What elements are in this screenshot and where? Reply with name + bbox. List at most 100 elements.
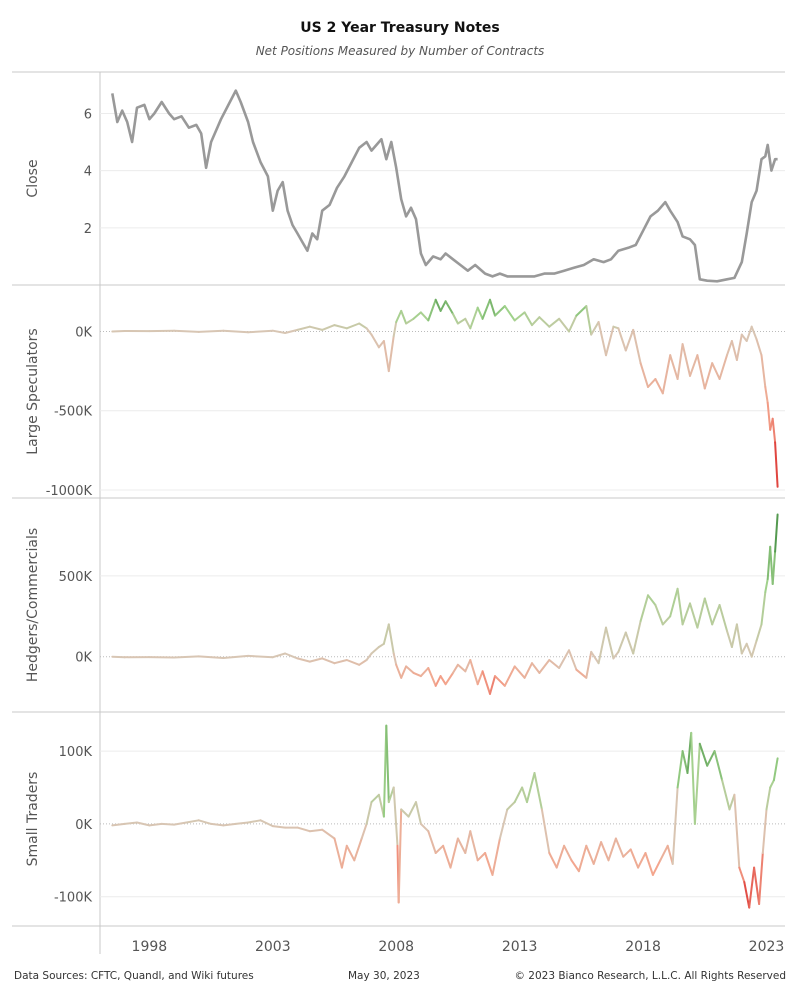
panel-y-label: Hedgers/Commercials	[25, 528, 41, 682]
series-segment	[531, 316, 541, 327]
series-segment	[558, 649, 570, 669]
series-segment	[651, 859, 662, 876]
series-segment	[345, 322, 361, 330]
series-segment	[585, 844, 595, 865]
series-segment	[247, 329, 274, 334]
series-segment	[614, 837, 625, 858]
series-segment	[676, 587, 684, 626]
series-segment	[771, 550, 777, 585]
series-segment	[523, 662, 533, 679]
series-segment	[585, 305, 593, 336]
series-segment	[632, 620, 642, 655]
series-segment	[395, 309, 403, 323]
series-segment	[469, 830, 479, 862]
series-segment	[407, 801, 417, 818]
series-segment	[296, 826, 311, 833]
series-segment	[412, 311, 422, 320]
series-segment	[321, 828, 336, 840]
series-segment	[735, 333, 743, 361]
series-segment	[753, 866, 761, 905]
series-segment	[222, 822, 237, 827]
series-segment	[772, 757, 779, 782]
series-segment	[494, 675, 506, 687]
series-segment	[387, 623, 395, 655]
series-segment	[365, 327, 373, 336]
series-segment	[750, 325, 758, 341]
series-segment	[577, 844, 588, 873]
series-segment	[370, 793, 380, 804]
series-segment	[769, 779, 775, 789]
series-segment	[538, 659, 551, 674]
series-segment	[689, 602, 699, 629]
series-segment	[370, 646, 380, 655]
series-segment	[590, 650, 600, 665]
series-segment	[271, 329, 287, 334]
series-segment	[427, 830, 437, 854]
series-segment	[654, 378, 664, 395]
series-segment	[540, 808, 551, 854]
chart-subtitle: Net Positions Measured by Number of Cont…	[255, 44, 545, 58]
copyright-note: © 2023 Bianco Research, L.L.C. All Right…	[514, 970, 786, 982]
series-segment	[400, 665, 408, 679]
series-segment	[210, 822, 225, 827]
series-segment	[733, 793, 741, 869]
series-segment	[721, 779, 731, 811]
series-segment	[693, 742, 701, 825]
series-segment	[333, 324, 348, 330]
series-segment	[605, 626, 615, 660]
series-segment	[760, 591, 767, 626]
series-segment	[365, 801, 373, 825]
series-segment	[333, 659, 348, 665]
series-segment	[698, 742, 709, 767]
series-segment	[513, 786, 524, 804]
series-segment	[365, 652, 373, 661]
series-segment	[661, 354, 672, 395]
series-segment	[563, 844, 573, 862]
series-segment	[387, 335, 395, 373]
report-date: May 30, 2023	[348, 970, 420, 982]
series-segment	[308, 828, 324, 833]
series-segment	[503, 305, 516, 322]
series-segment	[703, 362, 714, 390]
series-segment	[439, 675, 447, 686]
series-segment	[452, 313, 459, 325]
y-tick-label: 100K	[59, 745, 93, 760]
y-tick-label: 0K	[75, 325, 92, 340]
series-segment	[568, 314, 578, 333]
series-segment	[629, 848, 640, 869]
y-tick-label: 0K	[75, 818, 92, 833]
series-segment	[764, 386, 769, 404]
series-segment	[197, 655, 225, 659]
x-tick-label: 2013	[502, 939, 538, 955]
series-segment	[412, 671, 422, 678]
series-segment	[222, 329, 250, 334]
series-segment	[173, 329, 200, 333]
series-segment	[718, 604, 728, 632]
series-segment	[755, 338, 763, 357]
series-segment	[284, 652, 299, 660]
series-segment	[681, 343, 691, 377]
series-segment	[600, 841, 610, 862]
series-segment	[533, 772, 543, 811]
series-segment	[400, 309, 408, 325]
series-segment	[681, 750, 689, 774]
series-segment	[644, 852, 654, 876]
series-segment	[247, 819, 262, 824]
series-segment	[711, 362, 721, 380]
series-segment	[568, 649, 578, 671]
series-segment	[503, 665, 516, 687]
series-segment	[234, 821, 250, 825]
series-segment	[745, 325, 753, 342]
series-segment	[476, 852, 487, 862]
series-segment	[385, 724, 390, 804]
y-tick-label: 0K	[75, 651, 92, 666]
series-segment	[637, 852, 647, 869]
series-segment	[639, 594, 649, 623]
series-segment	[476, 670, 484, 686]
panel-y-label: Small Traders	[25, 772, 41, 867]
series-segment	[538, 316, 551, 328]
series-segment	[434, 298, 442, 312]
series-segment	[647, 594, 657, 606]
series-segment	[392, 652, 398, 666]
